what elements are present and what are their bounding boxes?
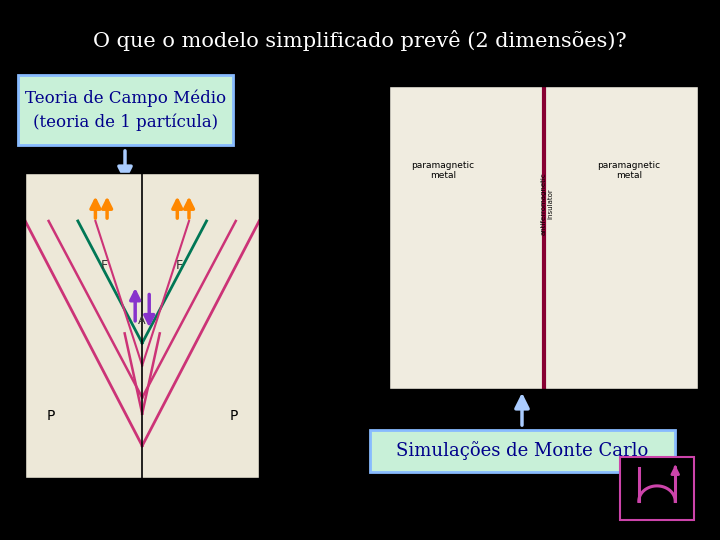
X-axis label: $\rho$: $\rho$ xyxy=(539,409,549,423)
Text: (teoria de 1 partícula): (teoria de 1 partícula) xyxy=(33,113,218,131)
Text: A: A xyxy=(138,316,146,326)
Y-axis label: U/t: U/t xyxy=(349,227,365,238)
Text: O que o modelo simplificado prevê (2 dimensões)?: O que o modelo simplificado prevê (2 dim… xyxy=(93,30,627,51)
Text: Teoria de Campo Médio: Teoria de Campo Médio xyxy=(25,89,226,107)
Text: F: F xyxy=(102,259,108,272)
Text: paramagnetic
metal: paramagnetic metal xyxy=(597,161,660,180)
X-axis label: $\rho$: $\rho$ xyxy=(138,498,147,512)
FancyBboxPatch shape xyxy=(18,75,233,145)
Y-axis label: U/t: U/t xyxy=(0,315,1,325)
FancyBboxPatch shape xyxy=(370,430,675,472)
Text: P: P xyxy=(229,409,238,423)
FancyBboxPatch shape xyxy=(620,457,694,521)
Text: antiferromagnetic
insulator: antiferromagnetic insulator xyxy=(540,173,553,235)
Text: paramagnetic
metal: paramagnetic metal xyxy=(411,161,474,180)
Text: Simulações de Monte Carlo: Simulações de Monte Carlo xyxy=(397,442,649,461)
Text: F: F xyxy=(176,259,183,272)
Text: P: P xyxy=(47,409,55,423)
